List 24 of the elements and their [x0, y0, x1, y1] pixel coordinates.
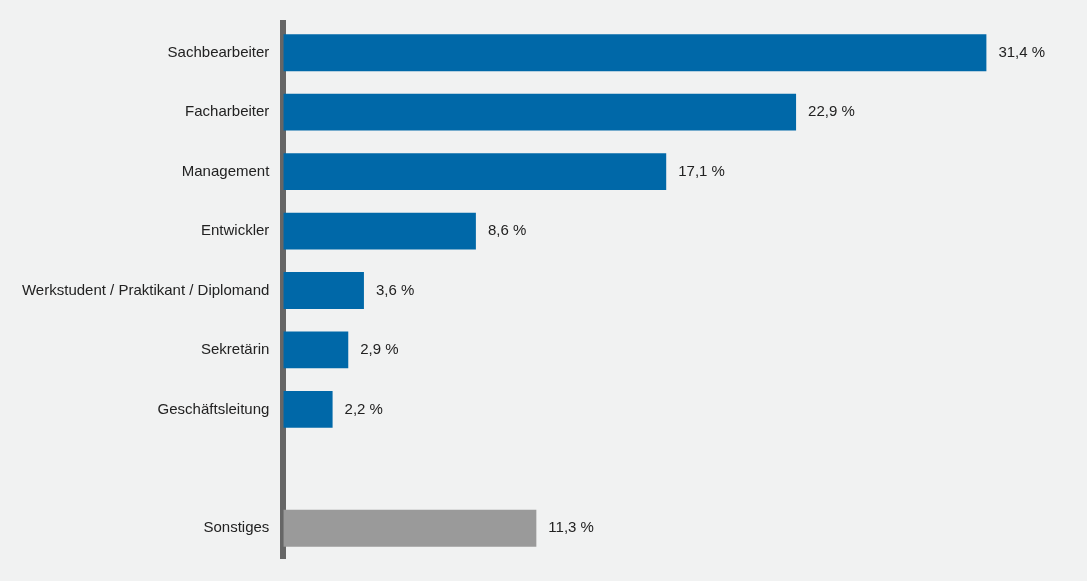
bar — [283, 390, 333, 428]
y-tick-label: Sonstiges — [203, 518, 270, 536]
data-label: 3,6 % — [375, 280, 415, 298]
y-tick-label: Werkstudent / Praktikant / Diplomand — [21, 280, 270, 298]
data-label: 22,9 % — [808, 102, 855, 120]
bar — [283, 93, 797, 131]
bar — [283, 509, 537, 547]
data-label: 2,9 % — [360, 340, 399, 358]
y-tick-label: Entwickler — [200, 221, 270, 239]
data-label: 8,6 % — [487, 221, 527, 239]
data-label: 11,3 % — [548, 518, 594, 536]
data-label: 2,2 % — [344, 399, 383, 417]
y-tick-label: Management — [181, 161, 271, 179]
y-tick-label: Sachbearbeiter — [167, 42, 270, 60]
data-label: 17,1 % — [678, 161, 725, 179]
data-label: 31,4 % — [998, 42, 1046, 60]
y-tick-label: Geschäftsleitung — [157, 399, 270, 417]
y-tick-label: Sekretärin — [200, 340, 270, 358]
bar — [283, 153, 667, 191]
bar — [283, 212, 476, 250]
bar — [283, 331, 349, 369]
bar — [283, 272, 364, 309]
bar — [283, 34, 987, 72]
y-tick-label: Facharbeiter — [185, 102, 270, 120]
